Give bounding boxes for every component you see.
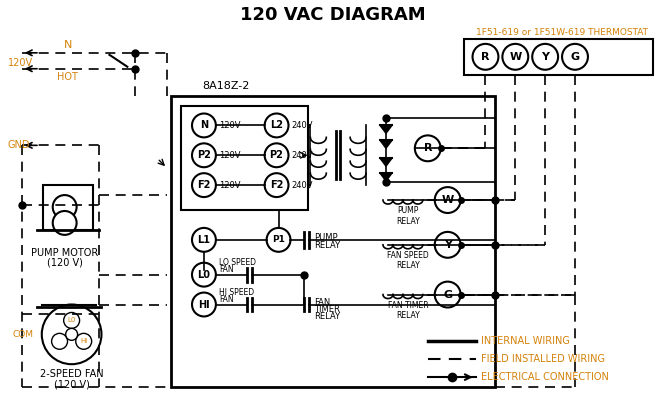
Text: PUMP MOTOR: PUMP MOTOR	[31, 248, 98, 258]
Text: 240V: 240V	[291, 121, 313, 130]
Text: N: N	[200, 120, 208, 130]
Text: Y: Y	[444, 240, 452, 250]
Text: ELECTRICAL CONNECTION: ELECTRICAL CONNECTION	[482, 372, 609, 382]
Text: INTERNAL WIRING: INTERNAL WIRING	[482, 336, 570, 347]
Circle shape	[53, 195, 76, 219]
Circle shape	[192, 292, 216, 316]
Circle shape	[66, 328, 78, 340]
Text: F2: F2	[197, 180, 210, 190]
Text: 240V: 240V	[291, 151, 313, 160]
Circle shape	[53, 211, 76, 235]
Bar	[43, 185, 92, 230]
Text: (120 V): (120 V)	[47, 258, 82, 268]
Circle shape	[192, 143, 216, 167]
Text: L0: L0	[198, 270, 210, 279]
Bar	[464, 39, 653, 75]
Text: 120V: 120V	[8, 58, 33, 68]
Text: GND: GND	[8, 140, 30, 150]
Circle shape	[265, 143, 289, 167]
Text: 8A18Z-2: 8A18Z-2	[202, 80, 249, 91]
Polygon shape	[380, 125, 392, 133]
Text: RELAY: RELAY	[314, 312, 340, 321]
Circle shape	[435, 232, 460, 258]
Text: PUMP
RELAY: PUMP RELAY	[396, 206, 419, 226]
Circle shape	[415, 135, 441, 161]
Text: G: G	[570, 52, 580, 62]
Circle shape	[64, 313, 80, 328]
Circle shape	[192, 114, 216, 137]
Text: FAN: FAN	[219, 265, 233, 274]
Polygon shape	[380, 158, 392, 166]
Text: 120 VAC DIAGRAM: 120 VAC DIAGRAM	[241, 6, 426, 24]
Text: HI SPEED: HI SPEED	[219, 288, 254, 297]
Polygon shape	[380, 140, 392, 148]
Text: N: N	[64, 40, 72, 50]
Text: RELAY: RELAY	[314, 241, 340, 250]
Text: R: R	[481, 52, 490, 62]
Circle shape	[435, 282, 460, 308]
Circle shape	[435, 187, 460, 213]
Circle shape	[76, 334, 92, 349]
Circle shape	[42, 305, 101, 364]
Bar	[171, 96, 495, 387]
Text: 120V: 120V	[219, 151, 241, 160]
Text: HI: HI	[80, 338, 87, 344]
Circle shape	[472, 44, 498, 70]
Circle shape	[562, 44, 588, 70]
Text: 240V: 240V	[291, 181, 313, 190]
Text: LO SPEED: LO SPEED	[219, 258, 256, 267]
Text: TIMER: TIMER	[314, 305, 340, 314]
Bar	[181, 106, 308, 210]
Circle shape	[192, 173, 216, 197]
Text: G: G	[443, 290, 452, 300]
Text: HOT: HOT	[57, 72, 78, 82]
Text: FAN SPEED
RELAY: FAN SPEED RELAY	[387, 251, 429, 270]
Text: L0: L0	[68, 318, 76, 323]
Text: PUMP: PUMP	[314, 233, 338, 242]
Text: HI: HI	[198, 300, 210, 310]
Polygon shape	[380, 173, 392, 181]
Circle shape	[265, 114, 289, 137]
Text: R: R	[423, 143, 432, 153]
Circle shape	[265, 173, 289, 197]
Text: P2: P2	[269, 150, 283, 160]
Text: 2-SPEED FAN: 2-SPEED FAN	[40, 369, 103, 379]
Text: L2: L2	[270, 120, 283, 130]
Text: Y: Y	[541, 52, 549, 62]
Text: FAN: FAN	[314, 298, 330, 307]
Text: L1: L1	[198, 235, 210, 245]
Text: 120V: 120V	[219, 181, 241, 190]
Text: FAN TIMER
RELAY: FAN TIMER RELAY	[387, 301, 428, 320]
Circle shape	[502, 44, 528, 70]
Circle shape	[192, 228, 216, 252]
Circle shape	[52, 334, 68, 349]
Text: F2: F2	[270, 180, 283, 190]
Circle shape	[267, 228, 291, 252]
Text: 120V: 120V	[219, 121, 241, 130]
Text: (120 V): (120 V)	[54, 379, 90, 389]
Text: P1: P1	[272, 235, 285, 244]
Text: 1F51-619 or 1F51W-619 THERMOSTAT: 1F51-619 or 1F51W-619 THERMOSTAT	[476, 28, 648, 37]
Text: W: W	[509, 52, 521, 62]
Text: FAN: FAN	[219, 295, 233, 304]
Text: COM: COM	[13, 330, 34, 339]
Circle shape	[192, 263, 216, 287]
Text: FIELD INSTALLED WIRING: FIELD INSTALLED WIRING	[482, 354, 606, 364]
Text: W: W	[442, 195, 454, 205]
Circle shape	[532, 44, 558, 70]
Text: P2: P2	[197, 150, 211, 160]
